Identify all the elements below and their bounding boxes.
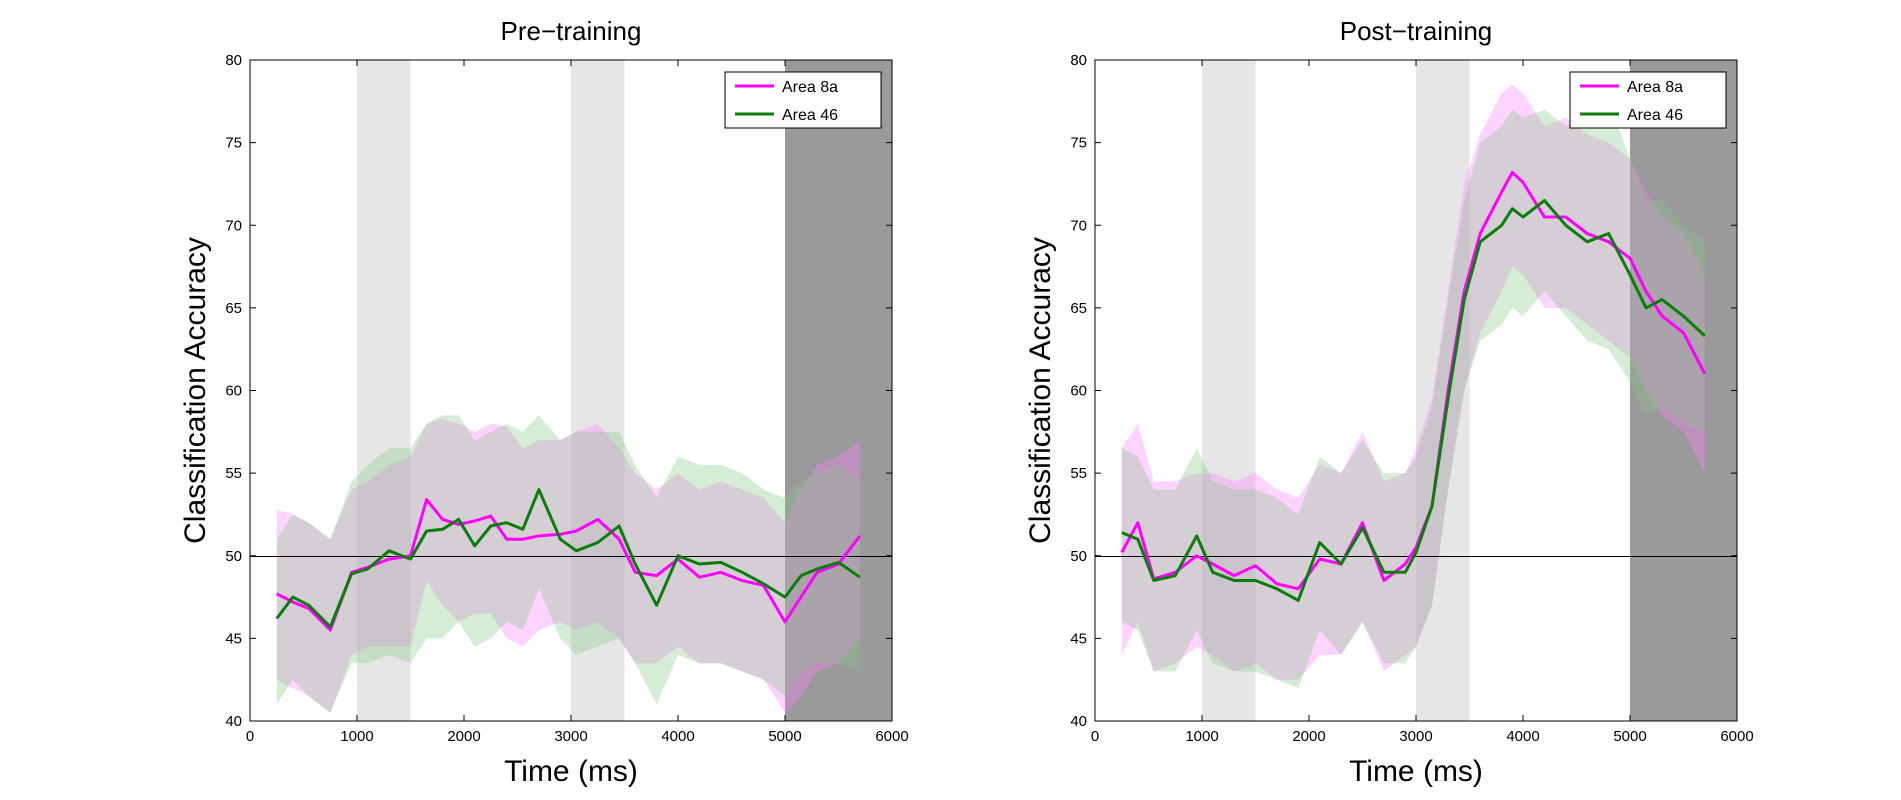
dark-shaded-epoch (785, 60, 892, 721)
legend-label-area-46: Area 46 (782, 107, 838, 124)
shading-layer (1202, 60, 1737, 721)
x-tick-label: 1000 (1185, 728, 1218, 745)
series-line-layer (275, 488, 862, 632)
x-tick-label: 4000 (1506, 728, 1539, 745)
light-shaded-epoch (1416, 60, 1470, 721)
light-shaded-epoch (357, 60, 411, 721)
y-tick-label: 65 (1070, 300, 1087, 317)
axis-ticks: 0 1000 2000 3000 4000 5000 6000 40 45 50 55 60 65 70 7… (1070, 52, 1753, 745)
y-tick-label: 45 (1070, 630, 1087, 647)
y-tick-label: 80 (1070, 52, 1087, 69)
legend-label-area-8a: Area 8a (1627, 79, 1683, 96)
y-tick-label: 75 (225, 135, 242, 152)
x-tick-label: 3000 (554, 728, 587, 745)
y-tick-label: 80 (225, 52, 242, 69)
y-tick-label: 40 (1070, 713, 1087, 730)
y-tick-label: 45 (225, 630, 242, 647)
chart-title: Post−training (1340, 16, 1492, 46)
confidence-band-area-8a (1121, 84, 1705, 680)
legend-box (724, 71, 882, 129)
x-tick-label: 0 (246, 728, 254, 745)
x-tick-label: 6000 (875, 728, 908, 745)
x-tick-label: 2000 (447, 728, 480, 745)
chart-title: Pre−training (501, 16, 642, 46)
legend-label-area-46: Area 46 (1627, 107, 1683, 124)
dark-shaded-epoch (1630, 60, 1737, 721)
y-tick-label: 75 (1070, 135, 1087, 152)
x-tick-label: 5000 (1613, 728, 1646, 745)
x-tick-label: 4000 (661, 728, 694, 745)
x-tick-label: 3000 (1399, 728, 1432, 745)
light-shaded-epoch (571, 60, 625, 721)
y-axis-label: Classification Accuracy (1024, 237, 1057, 544)
y-tick-label: 65 (225, 300, 242, 317)
series-line-area-46 (275, 488, 861, 629)
series-line-area-46 (1121, 199, 1706, 602)
confidence-band-layer (276, 415, 860, 713)
light-shaded-epoch (1202, 60, 1256, 721)
legend: Area 8a Area 46 (724, 71, 882, 129)
panel-pre-training: 0 1000 2000 3000 4000 5000 6000 40 45 50 55 60 65 70 7… (179, 16, 909, 788)
y-tick-label: 70 (225, 217, 242, 234)
axis-ticks: 0 1000 2000 3000 4000 5000 6000 40 45 50 55 60 65 70 7… (225, 52, 908, 745)
panel-post-training: 0 1000 2000 3000 4000 5000 6000 40 45 50 55 60 65 70 7… (1024, 16, 1754, 788)
shading-layer (357, 60, 892, 721)
series-line-layer (1120, 170, 1707, 602)
confidence-band-area-46 (276, 415, 860, 713)
y-tick-label: 50 (1070, 548, 1087, 565)
x-tick-label: 2000 (1292, 728, 1325, 745)
x-tick-label: 0 (1091, 728, 1099, 745)
y-tick-label: 40 (225, 713, 242, 730)
x-tick-label: 6000 (1720, 728, 1753, 745)
confidence-band-layer (1121, 84, 1705, 689)
x-axis-label: Time (ms) (1349, 755, 1483, 788)
y-tick-label: 70 (1070, 217, 1087, 234)
confidence-band-area-8a (276, 418, 860, 713)
y-tick-label: 55 (225, 465, 242, 482)
confidence-band-area-46 (1121, 101, 1705, 689)
legend: Area 8a Area 46 (1569, 71, 1727, 129)
y-tick-label: 50 (225, 548, 242, 565)
y-tick-label: 60 (225, 383, 242, 400)
legend-label-area-8a: Area 8a (782, 79, 838, 96)
x-tick-label: 1000 (340, 728, 373, 745)
y-tick-label: 60 (1070, 383, 1087, 400)
y-tick-label: 55 (1070, 465, 1087, 482)
legend-box (1569, 71, 1727, 129)
x-tick-label: 5000 (768, 728, 801, 745)
y-axis-label: Classification Accuracy (179, 237, 212, 544)
x-axis-label: Time (ms) (504, 755, 638, 788)
